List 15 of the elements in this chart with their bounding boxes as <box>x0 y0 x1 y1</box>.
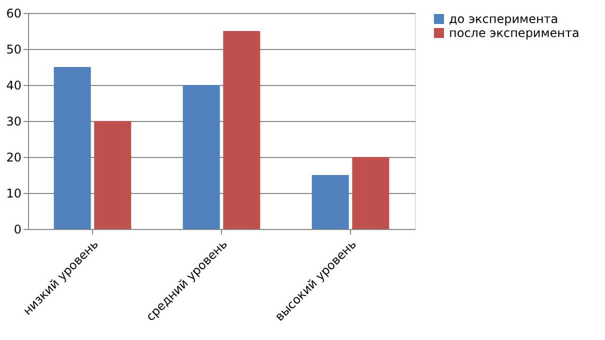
y-tick-label: 0 <box>14 222 22 236</box>
bar <box>223 31 260 229</box>
y-tick-label: 10 <box>6 186 22 200</box>
y-tick-label: 30 <box>6 114 22 128</box>
y-tick-label: 20 <box>6 150 22 164</box>
y-tick-label: 50 <box>6 42 22 56</box>
bar <box>182 85 220 229</box>
bar <box>312 175 349 229</box>
legend-label: до эксперимента <box>449 12 558 26</box>
bar <box>94 121 132 229</box>
bar <box>54 67 91 229</box>
y-tick-label: 60 <box>6 6 22 20</box>
bar <box>352 157 390 229</box>
legend-label: после эксперимента <box>449 26 580 40</box>
y-tick-label: 40 <box>6 78 22 92</box>
